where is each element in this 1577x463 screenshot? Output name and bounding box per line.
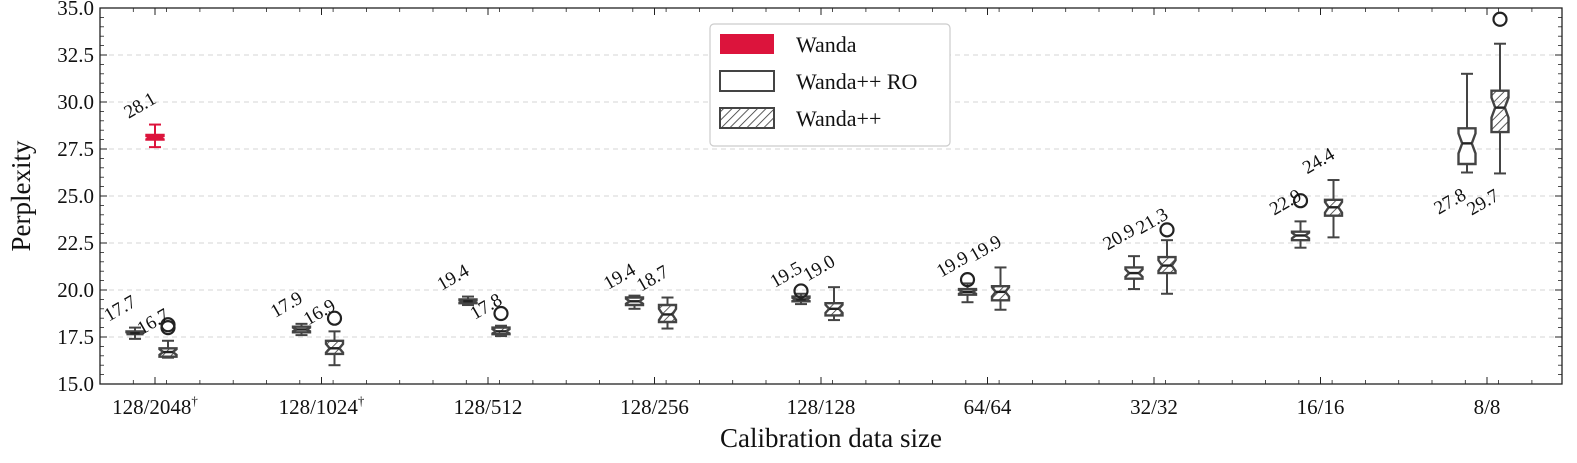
outlier-point <box>160 317 176 333</box>
y-tick-label: 25.0 <box>57 184 94 208</box>
box-wanda-ro <box>957 272 978 304</box>
legend-label: Wanda++ <box>796 106 881 131</box>
y-tick-label: 30.0 <box>57 90 94 114</box>
box-wanda- <box>990 266 1011 311</box>
x-tick-label: 128/2048† <box>112 393 198 419</box>
x-tick-dagger: † <box>358 393 365 408</box>
legend-swatch <box>719 70 775 92</box>
legend-swatch <box>720 34 774 54</box>
box-wanda- <box>1323 179 1344 239</box>
x-tick-dagger: † <box>191 393 198 408</box>
box-wanda-ro <box>1457 72 1477 174</box>
legend: Wanda Wanda++ RO Wanda++ <box>709 23 951 147</box>
outlier-point <box>793 283 809 299</box>
box-wanda <box>145 123 165 149</box>
outlier-point <box>1492 11 1508 27</box>
box-wanda- <box>158 317 178 359</box>
box-wanda-ro <box>458 295 478 307</box>
x-tick-label: 32/32 <box>1130 395 1178 419</box>
box-wanda- <box>324 310 345 367</box>
outlier-point <box>1292 193 1309 209</box>
x-tick-label: 128/1024† <box>279 393 365 419</box>
y-tick-label: 20.0 <box>57 278 94 302</box>
box-wanda- <box>491 305 511 338</box>
axis-ticks: 15.0 17.5 20.0 22.5 25.0 27.5 30.0 32.5 35.0 128/… <box>57 0 1562 419</box>
x-tick-label: 128/256 <box>620 395 689 419</box>
box-wanda-ro <box>791 283 811 306</box>
box-wanda-ro <box>1290 193 1311 249</box>
x-tick-label: 128/128 <box>787 395 856 419</box>
legend-label: Wanda++ RO <box>796 69 917 94</box>
outlier-point <box>1159 222 1175 238</box>
x-tick-label: 128/512 <box>454 395 523 419</box>
boxes <box>125 11 1510 367</box>
y-tick-label: 17.5 <box>57 325 94 349</box>
box-wanda- <box>1490 11 1510 175</box>
box-wanda-ro <box>624 294 645 310</box>
y-tick-label: 15.0 <box>57 372 94 396</box>
y-tick-label: 32.5 <box>57 43 94 67</box>
outlier-point <box>959 272 976 288</box>
box-wanda-ro <box>125 326 145 340</box>
box-body <box>1457 127 1477 166</box>
box-wanda-ro <box>1124 255 1144 291</box>
legend-swatch <box>719 107 775 129</box>
y-tick-label: 27.5 <box>57 137 94 161</box>
x-tick-label: 64/64 <box>964 395 1012 419</box>
y-axis-label: Perplexity <box>6 140 36 251</box>
y-tick-label: 35.0 <box>57 0 94 20</box>
box-wanda- <box>824 286 844 322</box>
legend-label: Wanda <box>796 32 857 57</box>
plot-frame <box>99 7 1563 385</box>
x-tick-label: 16/16 <box>1297 395 1345 419</box>
box-wanda-ro <box>291 322 312 337</box>
box-wanda- <box>1157 222 1177 295</box>
y-tick-label: 22.5 <box>57 231 94 255</box>
box-wanda- <box>657 296 678 330</box>
outlier-point <box>493 305 509 322</box>
box-body <box>1490 89 1510 134</box>
outlier-point <box>326 310 343 326</box>
x-axis-label: Calibration data size <box>720 423 942 453</box>
x-tick-label: 8/8 <box>1474 395 1501 419</box>
box-body <box>990 285 1011 302</box>
